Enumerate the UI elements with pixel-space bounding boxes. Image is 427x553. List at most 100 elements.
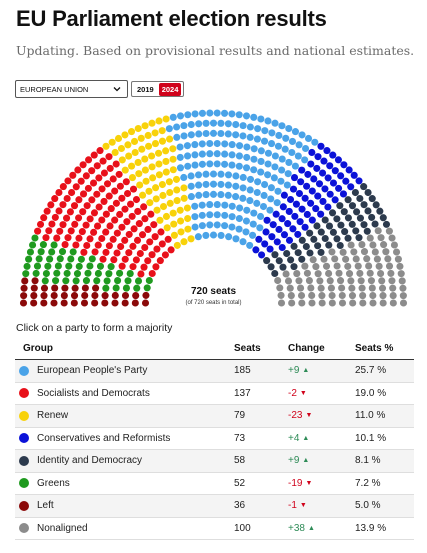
seat-left[interactable] [20, 284, 28, 292]
seat-nonaligned[interactable] [369, 291, 377, 300]
seat-european-people-s-party[interactable] [187, 121, 195, 129]
seat-nonaligned[interactable] [354, 262, 362, 270]
seat-identity-and-democracy[interactable] [314, 242, 322, 250]
seat-conservatives-and-reformists[interactable] [295, 189, 303, 198]
seat-socialists-and-democrats[interactable] [75, 196, 83, 204]
seat-identity-and-democracy[interactable] [302, 242, 310, 251]
seat-european-people-s-party[interactable] [236, 142, 244, 150]
seat-conservatives-and-reformists[interactable] [298, 166, 306, 174]
seat-socialists-and-democrats[interactable] [48, 220, 56, 228]
seat-european-people-s-party[interactable] [250, 166, 258, 174]
seat-conservatives-and-reformists[interactable] [321, 185, 329, 193]
seat-socialists-and-democrats[interactable] [157, 228, 165, 236]
seat-socialists-and-democrats[interactable] [144, 257, 152, 265]
seat-nonaligned[interactable] [358, 241, 366, 249]
seat-european-people-s-party[interactable] [283, 181, 291, 189]
seat-left[interactable] [101, 299, 109, 307]
seat-nonaligned[interactable] [373, 255, 381, 263]
seat-european-people-s-party[interactable] [254, 178, 262, 186]
seat-greens[interactable] [29, 241, 37, 249]
seat-nonaligned[interactable] [366, 269, 374, 277]
seat-conservatives-and-reformists[interactable] [329, 179, 338, 187]
seat-european-people-s-party[interactable] [242, 164, 251, 172]
seat-european-people-s-party[interactable] [257, 115, 265, 123]
seat-conservatives-and-reformists[interactable] [317, 210, 325, 218]
seat-socialists-and-democrats[interactable] [109, 175, 117, 183]
seat-conservatives-and-reformists[interactable] [347, 183, 355, 191]
seat-european-people-s-party[interactable] [228, 141, 236, 149]
seat-socialists-and-democrats[interactable] [103, 180, 112, 188]
seat-european-people-s-party[interactable] [225, 233, 233, 241]
seat-conservatives-and-reformists[interactable] [275, 225, 283, 234]
seat-socialists-and-democrats[interactable] [151, 233, 159, 241]
seat-european-people-s-party[interactable] [311, 138, 319, 146]
seat-nonaligned[interactable] [307, 284, 315, 292]
seat-european-people-s-party[interactable] [228, 151, 236, 159]
seat-socialists-and-democrats[interactable] [118, 194, 126, 202]
seat-socialists-and-democrats[interactable] [59, 183, 67, 191]
seat-european-people-s-party[interactable] [187, 172, 195, 180]
seat-left[interactable] [121, 291, 130, 300]
seat-socialists-and-democrats[interactable] [121, 205, 129, 213]
seat-european-people-s-party[interactable] [242, 228, 250, 236]
seat-conservatives-and-reformists[interactable] [317, 142, 325, 150]
seat-european-people-s-party[interactable] [195, 181, 203, 189]
seat-identity-and-democracy[interactable] [364, 188, 372, 197]
seat-european-people-s-party[interactable] [243, 143, 251, 151]
seat-left[interactable] [92, 284, 100, 292]
seat-left[interactable] [121, 299, 129, 307]
seat-conservatives-and-reformists[interactable] [320, 157, 328, 165]
seat-nonaligned[interactable] [331, 255, 339, 263]
seat-european-people-s-party[interactable] [213, 139, 221, 148]
seat-nonaligned[interactable] [369, 241, 377, 249]
seat-conservatives-and-reformists[interactable] [303, 210, 311, 219]
seat-nonaligned[interactable] [377, 269, 385, 278]
seat-nonaligned[interactable] [338, 299, 347, 307]
seat-conservatives-and-reformists[interactable] [308, 187, 316, 195]
seat-identity-and-democracy[interactable] [329, 228, 337, 236]
seat-renew[interactable] [156, 216, 164, 224]
seat-socialists-and-democrats[interactable] [113, 229, 121, 237]
seat-identity-and-democracy[interactable] [313, 222, 321, 230]
seat-nonaligned[interactable] [326, 277, 334, 285]
seat-european-people-s-party[interactable] [217, 119, 225, 127]
seat-nonaligned[interactable] [357, 277, 365, 285]
seat-renew[interactable] [139, 191, 147, 199]
table-row[interactable]: Socialists and Democrats 137 -2 ▼ 19.0 % [15, 383, 414, 405]
seat-european-people-s-party[interactable] [194, 233, 202, 241]
seat-conservatives-and-reformists[interactable] [323, 147, 331, 155]
seat-socialists-and-democrats[interactable] [106, 222, 114, 230]
seat-nonaligned[interactable] [295, 277, 303, 285]
seat-conservatives-and-reformists[interactable] [339, 190, 348, 198]
seat-identity-and-democracy[interactable] [290, 242, 298, 250]
seat-renew[interactable] [155, 149, 163, 157]
seat-european-people-s-party[interactable] [173, 133, 181, 141]
seat-european-people-s-party[interactable] [246, 133, 254, 141]
seat-nonaligned[interactable] [394, 255, 402, 263]
seat-renew[interactable] [127, 128, 136, 136]
seat-socialists-and-democrats[interactable] [112, 199, 120, 207]
seat-renew[interactable] [142, 177, 150, 185]
seat-greens[interactable] [52, 277, 60, 285]
seat-left[interactable] [142, 291, 150, 299]
seat-socialists-and-democrats[interactable] [51, 213, 59, 221]
seat-conservatives-and-reformists[interactable] [324, 203, 332, 211]
seat-european-people-s-party[interactable] [282, 134, 290, 142]
seat-european-people-s-party[interactable] [209, 190, 218, 198]
seat-identity-and-democracy[interactable] [271, 251, 279, 259]
seat-european-people-s-party[interactable] [261, 181, 269, 189]
seat-european-people-s-party[interactable] [195, 191, 203, 199]
seat-socialists-and-democrats[interactable] [59, 201, 67, 209]
seat-socialists-and-democrats[interactable] [43, 207, 51, 215]
seat-nonaligned[interactable] [277, 299, 286, 307]
seat-greens[interactable] [35, 255, 43, 263]
seat-socialists-and-democrats[interactable] [90, 228, 98, 236]
seat-identity-and-democracy[interactable] [317, 248, 325, 256]
seat-renew[interactable] [165, 178, 173, 186]
seat-nonaligned[interactable] [277, 291, 285, 299]
seat-european-people-s-party[interactable] [169, 113, 177, 121]
seat-socialists-and-democrats[interactable] [75, 234, 83, 242]
seat-socialists-and-democrats[interactable] [45, 227, 53, 235]
seat-european-people-s-party[interactable] [267, 184, 275, 192]
seat-renew[interactable] [136, 181, 144, 189]
